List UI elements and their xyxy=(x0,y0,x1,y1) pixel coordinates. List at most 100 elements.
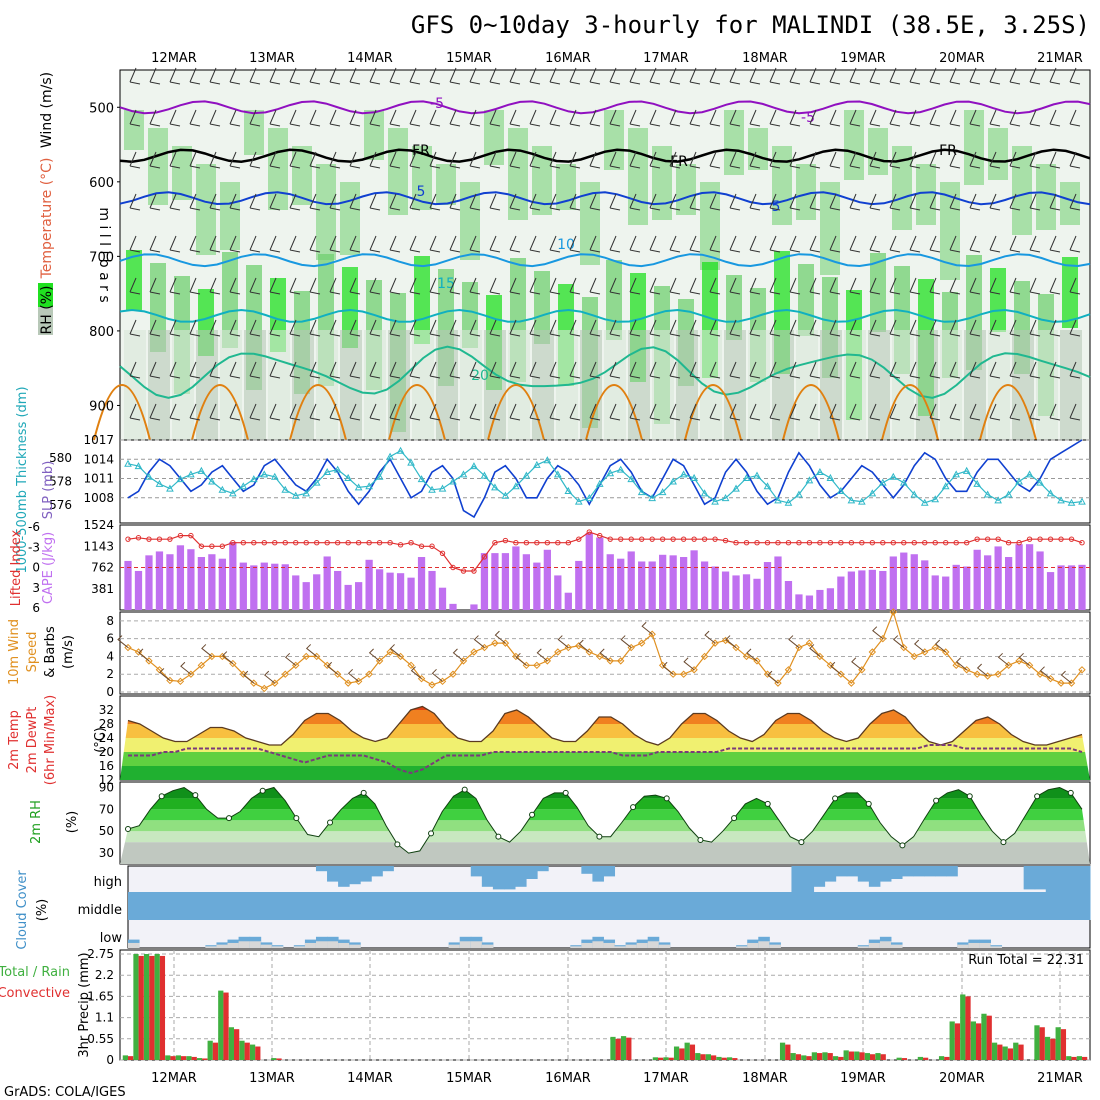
thickness-point xyxy=(564,486,573,494)
rh-shading-cell xyxy=(844,330,866,440)
thickness-point xyxy=(742,473,751,481)
cloud-cell xyxy=(691,892,704,920)
wind-barb xyxy=(269,277,281,295)
cape-bar xyxy=(732,575,740,610)
rh-shading-cell xyxy=(676,330,698,440)
cape-bar xyxy=(753,578,761,610)
wind10-speed-point xyxy=(910,652,918,661)
cloud-cell xyxy=(680,892,693,920)
rh-shading-cell xyxy=(316,164,336,260)
wind10-label-units: (m/s) xyxy=(61,635,76,669)
wind-barb xyxy=(689,193,701,211)
thickness-point xyxy=(774,496,782,504)
wind-barb xyxy=(1049,67,1061,85)
rh-shading-cell xyxy=(364,330,386,440)
thickness-point xyxy=(910,490,919,498)
wind-barb xyxy=(629,67,641,85)
cape-bar xyxy=(292,575,300,610)
wind-barb xyxy=(189,403,201,421)
wind-label: Wind (m/s) xyxy=(39,72,55,148)
cape-bar xyxy=(795,594,803,610)
wind-barb xyxy=(549,361,561,379)
wind10-speed-point xyxy=(889,608,898,616)
date-label-top: 21MAR xyxy=(1037,51,1083,66)
wind-barb xyxy=(469,235,481,253)
cape-bar xyxy=(742,574,751,610)
wind-barb xyxy=(409,151,421,169)
rh-shading-cell xyxy=(988,330,1010,440)
temp-band xyxy=(120,752,1090,766)
wind-barb xyxy=(1029,109,1041,127)
wind10-barb xyxy=(872,626,884,640)
thickness-point xyxy=(428,485,436,493)
thickness-point xyxy=(816,467,824,476)
cloud-cell xyxy=(592,892,604,920)
thickness-point xyxy=(491,483,499,491)
cloud-cell xyxy=(349,892,361,920)
wind-barb xyxy=(809,277,821,295)
precip-convective-bar xyxy=(658,1057,664,1060)
cloud-cell xyxy=(614,892,627,920)
wind-barb xyxy=(589,319,601,337)
wind-barb xyxy=(229,193,241,211)
rh-shading-cell xyxy=(124,110,144,150)
lifted-index-point xyxy=(251,540,257,546)
rh-shading-cell xyxy=(172,146,192,200)
wind-barb xyxy=(709,109,721,127)
wind-barb xyxy=(149,277,161,295)
wind10-speed-point xyxy=(480,643,489,652)
rh-shading-cell xyxy=(724,110,744,175)
precip-convective-bar xyxy=(149,955,155,1060)
wind-barb xyxy=(269,235,281,253)
rh-point xyxy=(293,815,300,822)
rh-shading-cell xyxy=(124,330,146,440)
cloud-cell xyxy=(813,892,826,920)
wind10-speed-point xyxy=(124,643,132,652)
rh-shading-cell xyxy=(772,146,792,225)
wind10-speed-point xyxy=(428,681,436,689)
cape-bar xyxy=(407,577,415,610)
wind10-speed-point xyxy=(533,661,541,670)
cloud-cell xyxy=(868,892,881,920)
precip-total-bar xyxy=(154,954,160,1060)
wind-barb xyxy=(149,193,161,211)
rh-shading-cell xyxy=(990,268,1006,332)
wind-barb xyxy=(129,403,141,421)
cape-bar xyxy=(239,562,247,610)
cloud-cell xyxy=(459,892,472,920)
wind10-speed-point xyxy=(470,648,478,656)
wind-barb xyxy=(269,403,281,421)
lifted-index-point xyxy=(722,537,729,544)
wind-barb xyxy=(869,277,881,295)
cloud-low-cell xyxy=(990,946,1003,948)
cloud-cell xyxy=(205,892,217,920)
precip-total-bar xyxy=(970,1021,976,1060)
cloud-low-cell xyxy=(747,942,759,948)
rh-shading-cell xyxy=(628,128,648,225)
thickness-point xyxy=(679,470,688,478)
precip-total-bar xyxy=(843,1050,849,1060)
wind-barb xyxy=(689,361,701,379)
wind-barb xyxy=(889,193,901,211)
cloud-low-cell xyxy=(868,942,881,948)
rh-shading-cell xyxy=(652,330,674,440)
wind-barb xyxy=(289,235,301,253)
isotherm-label: FR xyxy=(670,154,688,170)
wind-barb xyxy=(809,193,821,211)
wind-barb xyxy=(729,235,741,253)
wind-barb xyxy=(729,361,741,379)
wind-barb xyxy=(389,67,401,85)
wind-barb xyxy=(649,235,661,253)
wind-barb xyxy=(829,319,841,337)
wind10-speed-point xyxy=(994,670,1002,678)
wind-barb xyxy=(829,67,841,85)
wind-barb xyxy=(729,403,741,421)
wind-barb xyxy=(1029,151,1041,169)
cloud-low-cell xyxy=(349,944,361,948)
wind-barb xyxy=(589,67,601,85)
wind-barb xyxy=(329,361,341,379)
lifted-index-point xyxy=(135,535,142,541)
lifted-index-point xyxy=(1005,540,1012,546)
wind-barb xyxy=(809,319,821,337)
cape-bar xyxy=(449,603,457,610)
